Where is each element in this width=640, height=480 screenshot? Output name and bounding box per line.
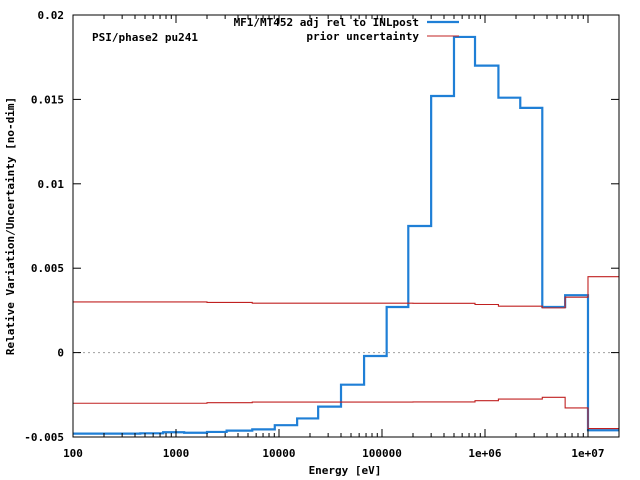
x-tick-label: 10000 [262, 447, 295, 460]
x-tick-label: 100 [63, 447, 83, 460]
x-tick-label: 1000 [163, 447, 190, 460]
series-prior-uncertainty-lower [73, 396, 619, 430]
series-layer [73, 35, 619, 435]
y-tick-label: 0.02 [38, 9, 65, 22]
x-tick-label: 1e+07 [571, 447, 604, 460]
legend-label: prior uncertainty [306, 30, 419, 43]
plot-frame [72, 14, 620, 438]
y-tick-label: 0.01 [38, 178, 65, 191]
y-axis-label: Relative Variation/Uncertainty [no-dim] [4, 97, 17, 355]
series-adjustment-line [73, 35, 619, 435]
x-axis-label: Energy [eV] [309, 464, 382, 477]
x-tick-label: 100000 [362, 447, 402, 460]
chart-annotation: PSI/phase2 pu241 [92, 31, 198, 44]
x-tick-layer: 100 1000 10000 100000 1e+06 1e+07 [63, 15, 605, 460]
y-tick-layer: -0.005 0 0.005 0.01 0.015 0.02 [24, 9, 619, 444]
series-prior-uncertainty-upper [73, 276, 619, 309]
y-tick-label: 0.005 [31, 262, 64, 275]
x-tick-label: 1e+06 [468, 447, 501, 460]
y-tick-label: 0.015 [31, 93, 64, 106]
y-tick-label: 0 [57, 347, 64, 360]
legend-label: MF1/MT452 adj rel to INLpost [234, 16, 419, 29]
y-tick-label: -0.005 [24, 431, 64, 444]
